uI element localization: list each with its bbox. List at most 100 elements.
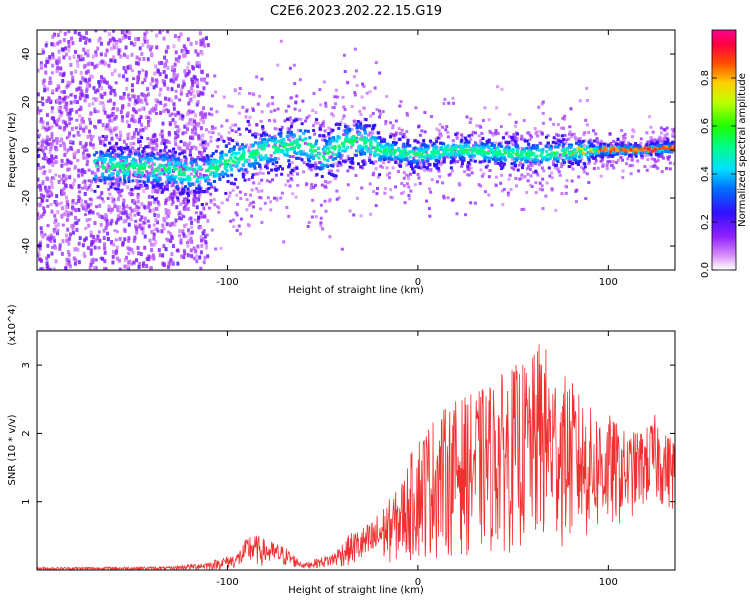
heatmap-cell (122, 95, 126, 100)
heatmap-cell (53, 32, 57, 37)
heatmap-cell (69, 71, 73, 76)
heatmap-cell (119, 95, 123, 100)
heatmap-cell (193, 182, 197, 187)
heatmap-cell (455, 136, 459, 140)
heatmap-cell (156, 229, 160, 233)
heatmap-cell (635, 144, 639, 148)
heatmap-cell (187, 109, 191, 114)
heatmap-cell (63, 126, 67, 130)
heatmap-cell (336, 95, 340, 99)
heatmap-cell (421, 158, 425, 162)
heatmap-cell (209, 199, 213, 203)
heatmap-cell (639, 137, 643, 141)
heatmap-cell (551, 140, 555, 144)
heatmap-cell (46, 243, 50, 248)
heatmap-cell (539, 160, 543, 164)
heatmap-cell (73, 30, 77, 35)
heatmap-cell (167, 209, 171, 213)
heatmap-cell (193, 218, 197, 222)
heatmap-cell (620, 158, 624, 162)
heatmap-cell (138, 179, 142, 183)
heatmap-cell (199, 117, 203, 122)
heatmap-cell (159, 156, 163, 161)
heatmap-cell (83, 144, 87, 149)
heatmap-cell (659, 126, 663, 130)
heatmap-cell (186, 144, 190, 149)
heatmap-cell (175, 185, 179, 189)
heatmap-cell (559, 165, 563, 169)
heatmap-cell (485, 156, 489, 160)
heatmap-cell (66, 249, 70, 254)
heatmap-cell (153, 71, 157, 76)
heatmap-cell (483, 143, 487, 147)
heatmap-cell (91, 143, 95, 148)
heatmap-cell (220, 201, 224, 205)
heatmap-cell (211, 131, 215, 135)
heatmap-cell (129, 212, 133, 217)
heatmap-cell (365, 147, 369, 151)
heatmap-cell (358, 109, 362, 113)
heatmap-cell (175, 248, 179, 252)
heatmap-cell (87, 223, 91, 228)
heatmap-cell (553, 166, 557, 170)
heatmap-cell (85, 163, 89, 167)
heatmap-cell (140, 170, 144, 174)
heatmap-cell (142, 56, 146, 61)
heatmap-cell (98, 136, 102, 140)
heatmap-cell (99, 41, 103, 46)
heatmap-cell (590, 142, 594, 146)
heatmap-cell (102, 160, 106, 164)
heatmap-cell (226, 162, 230, 166)
heatmap-cell (383, 186, 387, 190)
heatmap-cell (100, 215, 104, 220)
heatmap-cell (111, 128, 115, 133)
heatmap-cell (149, 154, 153, 158)
heatmap-cell (174, 76, 178, 81)
heatmap-cell (174, 50, 178, 55)
heatmap-cell (288, 66, 292, 70)
heatmap-cell (217, 206, 221, 210)
heatmap-cell (247, 123, 251, 127)
heatmap-cell (170, 66, 174, 71)
heatmap-cell (322, 119, 326, 123)
heatmap-cell (271, 162, 275, 166)
heatmap-cell (164, 207, 168, 211)
heatmap-cell (156, 213, 160, 218)
heatmap-cell (283, 153, 287, 157)
heatmap-cell (583, 162, 587, 166)
heatmap-cell (136, 182, 140, 187)
heatmap-cell (203, 140, 207, 144)
heatmap-cell (295, 166, 299, 170)
heatmap-cell (46, 254, 50, 259)
heatmap-cell (287, 214, 291, 218)
heatmap-cell (76, 63, 80, 68)
heatmap-cell (492, 143, 496, 147)
heatmap-cell (230, 147, 234, 151)
heatmap-cell (586, 156, 590, 160)
heatmap-cell (348, 209, 352, 213)
heatmap-cell (249, 193, 253, 197)
heatmap-cell (56, 65, 60, 70)
heatmap-cell (569, 153, 573, 157)
heatmap-cell (126, 147, 130, 152)
heatmap-cell (303, 129, 307, 133)
heatmap-cell (181, 50, 185, 55)
heatmap-cell (78, 57, 82, 62)
heatmap-cell (86, 53, 90, 58)
heatmap-cell (114, 251, 118, 256)
heatmap-cell (470, 133, 474, 137)
heatmap-cell (49, 178, 53, 183)
heatmap-cell (154, 147, 158, 152)
heatmap-cell (378, 71, 382, 75)
heatmap-cell (666, 157, 670, 161)
heatmap-cell (84, 125, 88, 130)
heatmap-cell (128, 154, 132, 158)
heatmap-cell (43, 88, 47, 93)
heatmap-cell (253, 166, 257, 170)
heatmap-cell (51, 89, 55, 94)
heatmap-cell (375, 153, 379, 157)
heatmap-cell (58, 174, 62, 178)
heatmap-cell (148, 171, 152, 175)
heatmap-cell (118, 138, 122, 142)
heatmap-cell (134, 98, 138, 103)
